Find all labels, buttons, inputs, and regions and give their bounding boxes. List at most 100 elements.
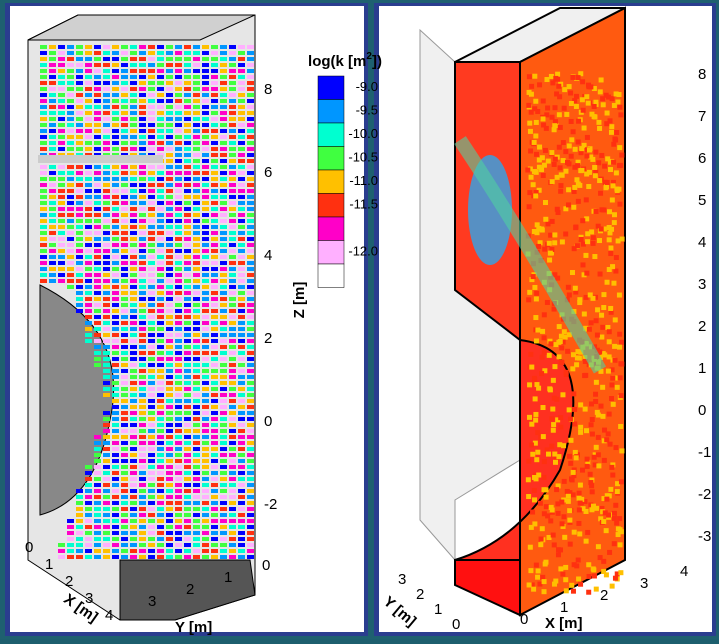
mosaic-cell	[103, 279, 110, 283]
mosaic-cell	[220, 261, 227, 265]
mosaic-cell	[130, 171, 137, 175]
mosaic-cell	[247, 237, 254, 241]
mosaic-cell	[211, 327, 218, 331]
mosaic-cell	[193, 483, 200, 487]
mosaic-cell	[175, 45, 182, 49]
mosaic-cell	[148, 57, 155, 61]
mosaic-cell	[220, 201, 227, 205]
mosaic-cell	[238, 75, 245, 79]
mosaic-cell	[193, 225, 200, 229]
mosaic-cell	[40, 117, 47, 121]
mosaic-cell	[67, 231, 74, 235]
mosaic-cell	[157, 273, 164, 277]
mosaic-cell	[247, 471, 254, 475]
mosaic-cell	[600, 384, 606, 390]
mosaic-cell	[571, 189, 577, 195]
mosaic-cell	[220, 165, 227, 169]
mosaic-cell	[139, 291, 146, 295]
mosaic-cell	[193, 555, 200, 559]
mosaic-cell	[202, 171, 209, 175]
mosaic-cell	[532, 396, 538, 402]
mosaic-cell	[166, 513, 173, 517]
mosaic-cell	[583, 538, 589, 544]
mosaic-cell	[526, 89, 532, 95]
mosaic-cell	[139, 243, 146, 247]
mosaic-cell	[175, 417, 182, 421]
mosaic-cell	[530, 509, 536, 515]
mosaic-cell	[184, 75, 191, 79]
mosaic-cell	[211, 513, 218, 517]
mosaic-cell	[602, 427, 608, 433]
mosaic-cell	[184, 531, 191, 535]
mosaic-cell	[94, 63, 101, 67]
mosaic-cell	[58, 177, 65, 181]
mosaic-cell	[157, 321, 164, 325]
mosaic-cell	[94, 255, 101, 259]
mosaic-cell	[103, 219, 110, 223]
mosaic-cell	[574, 362, 580, 368]
mosaic-cell	[40, 105, 47, 109]
mosaic-cell	[577, 482, 583, 488]
mosaic-cell	[615, 532, 621, 538]
mosaic-cell	[584, 171, 590, 177]
mosaic-cell	[76, 249, 83, 253]
mosaic-cell	[85, 261, 92, 265]
mosaic-cell	[130, 243, 137, 247]
mosaic-cell	[247, 489, 254, 493]
mosaic-cell	[607, 230, 613, 236]
mosaic-cell	[529, 364, 535, 370]
mosaic-cell	[148, 207, 155, 211]
mosaic-cell	[85, 543, 92, 547]
mosaic-cell	[238, 237, 245, 241]
mosaic-cell	[139, 81, 146, 85]
mosaic-cell	[533, 98, 539, 104]
mosaic-cell	[157, 387, 164, 391]
mosaic-cell	[49, 51, 56, 55]
mosaic-cell	[211, 501, 218, 505]
mosaic-cell	[229, 63, 236, 67]
mosaic-cell	[49, 273, 56, 277]
mosaic-cell	[130, 405, 137, 409]
mosaic-cell	[166, 405, 173, 409]
mosaic-cell	[247, 477, 254, 481]
mosaic-cell	[130, 111, 137, 115]
colorbar-cell	[317, 99, 345, 124]
mosaic-cell	[247, 57, 254, 61]
mosaic-cell	[220, 291, 227, 295]
mosaic-cell	[220, 537, 227, 541]
mosaic-cell	[166, 279, 173, 283]
mosaic-cell	[94, 183, 101, 187]
mosaic-cell	[614, 520, 620, 526]
mosaic-cell	[76, 237, 83, 241]
mosaic-cell	[229, 501, 236, 505]
mosaic-cell	[175, 345, 182, 349]
mosaic-cell	[148, 69, 155, 73]
mosaic-cell	[542, 368, 548, 374]
mosaic-cell	[175, 171, 182, 175]
mosaic-cell	[121, 447, 128, 451]
mosaic-cell	[247, 393, 254, 397]
mosaic-cell	[530, 182, 536, 188]
mosaic-cell	[58, 219, 65, 223]
mosaic-cell	[247, 441, 254, 445]
mosaic-cell	[94, 243, 101, 247]
mosaic-cell	[238, 63, 245, 67]
mosaic-cell	[157, 489, 164, 493]
mosaic-cell	[211, 345, 218, 349]
mosaic-cell	[238, 495, 245, 499]
mosaic-cell	[247, 75, 254, 79]
mosaic-cell	[130, 207, 137, 211]
mosaic-cell	[600, 413, 606, 419]
mosaic-cell	[202, 51, 209, 55]
mosaic-cell	[551, 542, 557, 548]
mosaic-cell	[103, 195, 110, 199]
mosaic-cell	[112, 435, 119, 439]
mosaic-cell	[85, 525, 92, 529]
mosaic-cell	[112, 393, 119, 397]
mosaic-cell	[121, 87, 128, 91]
mosaic-cell	[175, 135, 182, 139]
mosaic-cell	[238, 243, 245, 247]
mosaic-cell	[76, 207, 83, 211]
mosaic-cell	[211, 105, 218, 109]
mosaic-cell	[76, 141, 83, 145]
